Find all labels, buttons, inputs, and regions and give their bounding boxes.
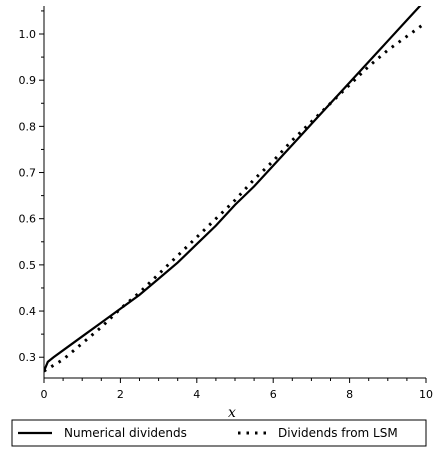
legend: Numerical dividends Dividends from LSM <box>11 419 427 447</box>
x-tick-label: 6 <box>270 388 277 401</box>
x-tick-label: 8 <box>346 388 353 401</box>
y-axis-ticks: 0.3 0.4 0.5 0.6 0.7 0.8 0.9 1.0 <box>19 10 44 364</box>
x-tick-label: 0 <box>41 388 48 401</box>
y-tick-label: 0.4 <box>19 305 37 318</box>
series-layer <box>44 6 426 373</box>
y-tick-label: 0.6 <box>19 213 37 226</box>
y-tick-label: 0.7 <box>19 167 37 180</box>
legend-label-numerical-dividends: Numerical dividends <box>64 426 187 440</box>
x-tick-label: 4 <box>193 388 200 401</box>
series-line-numerical-dividends <box>44 6 422 372</box>
y-tick-label: 0.8 <box>19 120 37 133</box>
x-tick-label: 2 <box>117 388 124 401</box>
x-axis-title: x <box>228 405 236 421</box>
x-tick-label: 10 <box>419 388 433 401</box>
y-tick-label: 0.5 <box>19 259 37 272</box>
series-line-dividends-from-lsm <box>44 21 426 373</box>
x-axis-ticks: 0 2 4 6 8 10 <box>41 378 433 401</box>
legend-box <box>11 419 427 447</box>
legend-label-dividends-from-lsm: Dividends from LSM <box>278 426 398 440</box>
y-tick-label: 1.0 <box>19 28 37 41</box>
y-tick-label: 0.3 <box>19 351 37 364</box>
y-tick-label: 0.9 <box>19 74 37 87</box>
